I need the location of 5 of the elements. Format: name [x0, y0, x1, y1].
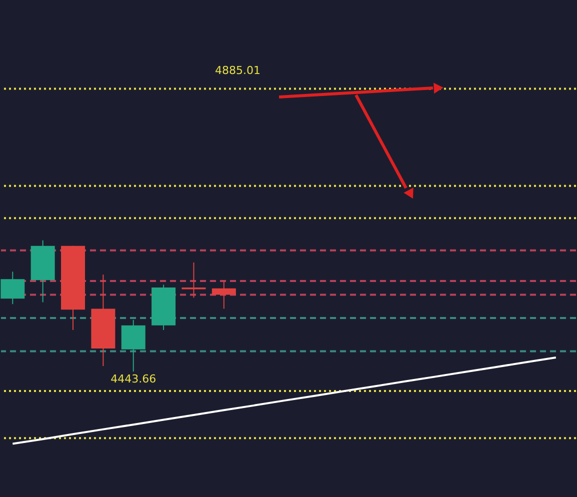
candlestick — [182, 262, 206, 298]
text: 4885.01 — [215, 64, 260, 77]
candlestick — [212, 280, 236, 310]
annotation: 4443.66 — [110, 372, 156, 386]
candlestick — [0, 271, 25, 305]
